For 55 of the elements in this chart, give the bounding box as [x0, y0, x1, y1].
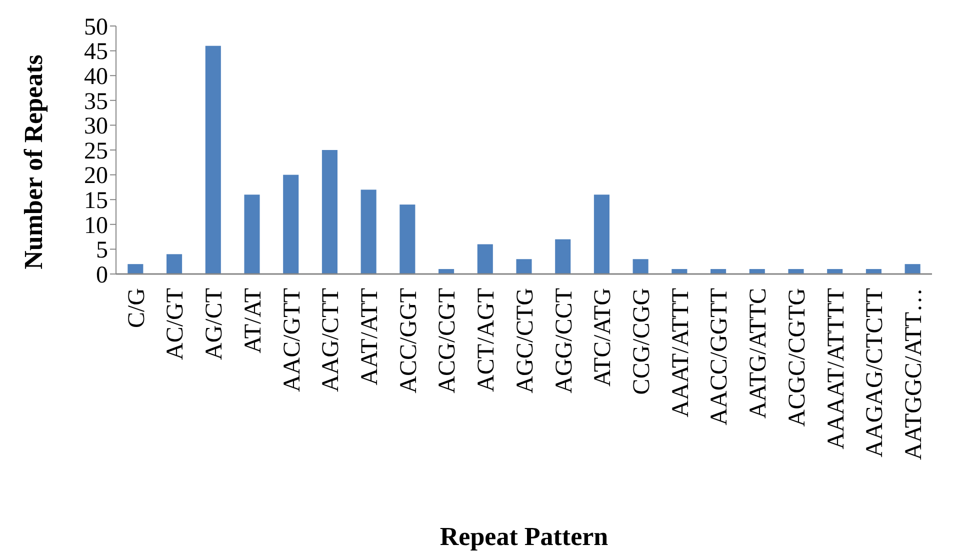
bar [205, 46, 221, 274]
bar [438, 269, 454, 274]
bar [166, 254, 182, 274]
y-tick-label: 15 [84, 188, 108, 214]
bar [710, 269, 726, 274]
x-tick-label: C/G [124, 288, 150, 328]
bar [360, 190, 376, 274]
bar [788, 269, 804, 274]
x-tick-label: ACG/CGT [434, 288, 461, 394]
bar [400, 204, 416, 274]
x-tick-label: AACC/GGTT [706, 288, 733, 426]
y-tick-label: 50 [84, 14, 108, 40]
x-tick-label: AATG/ATTC [746, 288, 772, 419]
bar [632, 259, 648, 274]
y-tick-label: 35 [84, 88, 108, 115]
x-tick-label: AC/GT [162, 288, 189, 360]
x-tick-label: AT/AT [240, 288, 266, 354]
bar [866, 269, 882, 274]
x-tick-label: AAGAG/CTCTT [862, 288, 888, 458]
bar [749, 269, 765, 274]
x-tick-label: AAAT/ATTT [668, 288, 694, 418]
x-tick-label: AAAAT/ATTTT [823, 288, 850, 450]
y-tick-label: 5 [96, 238, 108, 264]
bar [904, 264, 920, 274]
y-tick-label: 10 [84, 212, 108, 239]
x-tick-label: AGG/CCT [551, 288, 578, 394]
x-axis-title: Repeat Pattern [440, 522, 609, 551]
x-tick-label: AATGGC/ATT… [900, 288, 927, 460]
bar [555, 239, 571, 274]
bar [322, 150, 338, 274]
x-tick-label: AAT/ATT [356, 288, 383, 386]
x-tick-label: ACGC/CGTG [784, 288, 810, 427]
y-tick-label: 30 [84, 114, 108, 140]
y-tick-label: 0 [96, 262, 108, 288]
y-axis-title: Number of Repeats [19, 54, 48, 270]
bar [516, 259, 532, 274]
x-tick-label: ACT/AGT [474, 288, 500, 392]
bar [827, 269, 843, 274]
bar [477, 244, 493, 274]
y-tick-label: 45 [84, 39, 108, 66]
bar [672, 269, 688, 274]
x-tick-label: AGC/CTG [512, 288, 538, 394]
x-tick-label: AAC/GTT [279, 288, 306, 392]
y-tick-label: 40 [84, 64, 108, 90]
bar [128, 264, 144, 274]
x-tick-label: ACC/GGT [396, 288, 422, 394]
bar [244, 194, 260, 274]
x-tick-label: ATC/ATG [590, 288, 616, 387]
y-tick-label: 20 [84, 163, 108, 190]
bar [594, 194, 610, 274]
y-tick-label: 25 [84, 138, 108, 164]
bar [283, 174, 299, 274]
x-tick-label: AG/CT [202, 288, 228, 360]
x-tick-label: CCG/CGG [628, 288, 655, 395]
x-tick-label: AAG/CTT [318, 288, 344, 392]
